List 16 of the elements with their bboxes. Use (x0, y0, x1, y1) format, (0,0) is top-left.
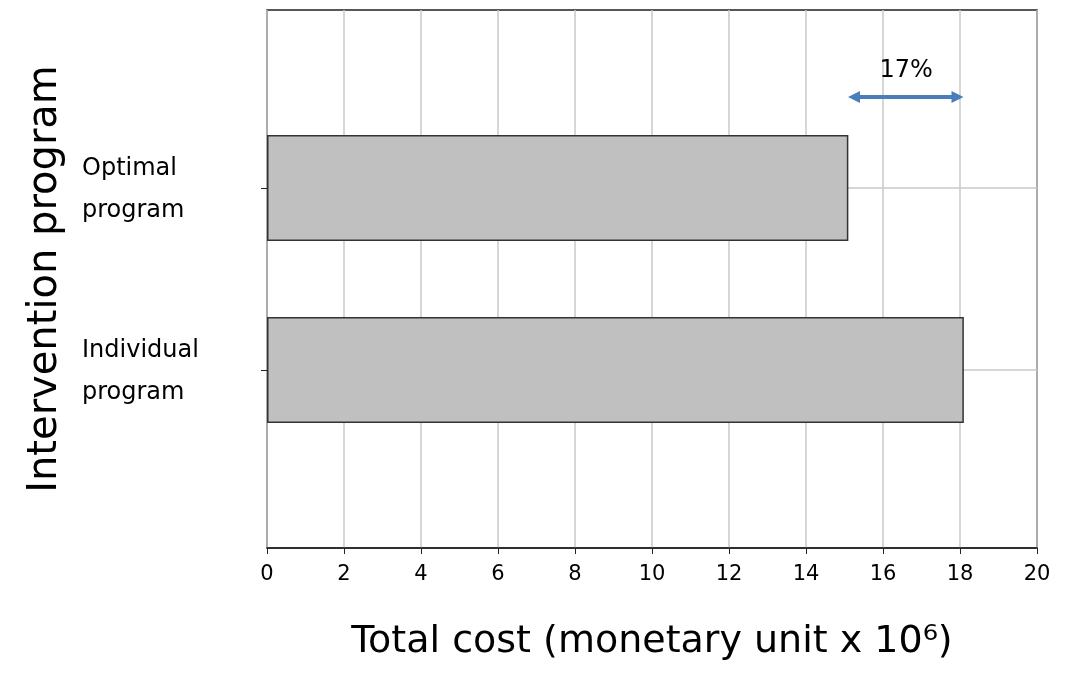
x-tick-label: 4 (414, 560, 428, 585)
x-tick-label: 20 (1023, 560, 1051, 585)
x-tick-label: 10 (638, 560, 666, 585)
x-tick-label: 6 (491, 560, 505, 585)
x-tick-label: 2 (337, 560, 351, 585)
x-axis-title: Total cost (monetary unit x 10⁶) (350, 617, 953, 661)
x-tick-label: 14 (792, 560, 820, 585)
annotation: 17% (879, 55, 933, 83)
x-tick-label: 12 (715, 560, 743, 585)
y-axis-title: Intervention program (19, 65, 65, 493)
y-tick-label: Individual program (82, 335, 207, 405)
x-tick-label: 18 (946, 560, 974, 585)
x-tick-label: 8 (568, 560, 582, 585)
x-tick-label: 0 (260, 560, 274, 585)
y-tick-label: Optimal program (82, 153, 185, 223)
x-tick-label: 16 (869, 560, 897, 585)
